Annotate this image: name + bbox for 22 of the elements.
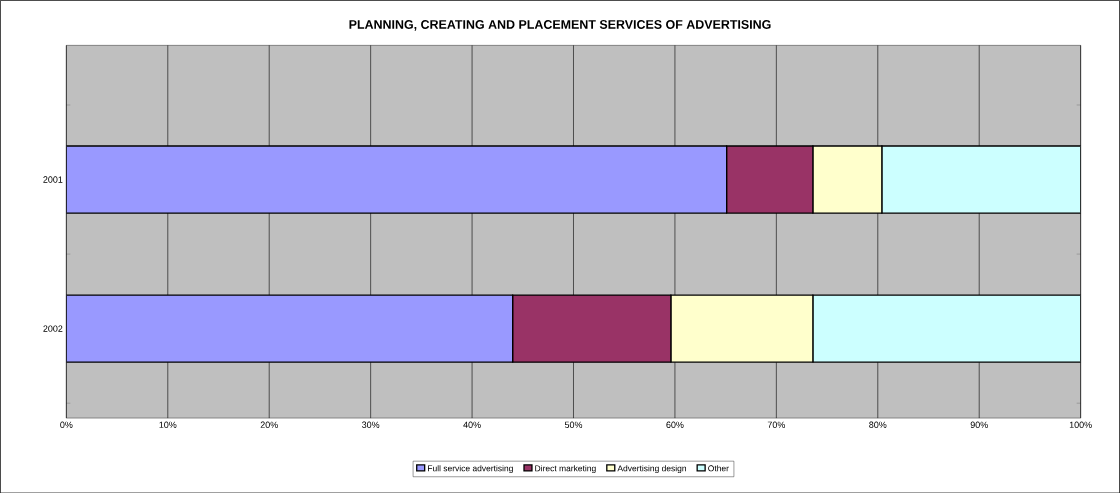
x-tick-label: 80%: [869, 421, 887, 428]
bar: [66, 145, 728, 214]
x-tick-label: 50%: [564, 421, 583, 428]
bar: [881, 145, 1081, 214]
x-tick-label: 100%: [1069, 421, 1092, 428]
bar: [812, 294, 1081, 363]
x-tick-label: 20%: [260, 421, 278, 428]
x-tick-label: 60%: [666, 421, 684, 428]
x-tick-label: 0%: [60, 421, 73, 428]
legend-label: Direct marketing: [535, 464, 596, 473]
y-tick-label: 2001: [43, 176, 63, 183]
legend-label: Advertising design: [617, 464, 686, 473]
x-tick-label: 30%: [362, 421, 380, 428]
legend-label: Other: [708, 464, 729, 472]
x-tick-label: 70%: [767, 421, 785, 428]
y-tick-label: 2002: [43, 325, 63, 332]
x-tick-label: 10%: [159, 421, 177, 428]
bar: [66, 294, 514, 363]
legend-label: Full service advertising: [428, 464, 513, 473]
x-tick-label: 40%: [463, 421, 481, 428]
chart-title: PLANNING, CREATING AND PLACEMENT SERVICES OF ADVERTISING: [349, 19, 771, 31]
x-tick-label: 90%: [970, 421, 988, 428]
